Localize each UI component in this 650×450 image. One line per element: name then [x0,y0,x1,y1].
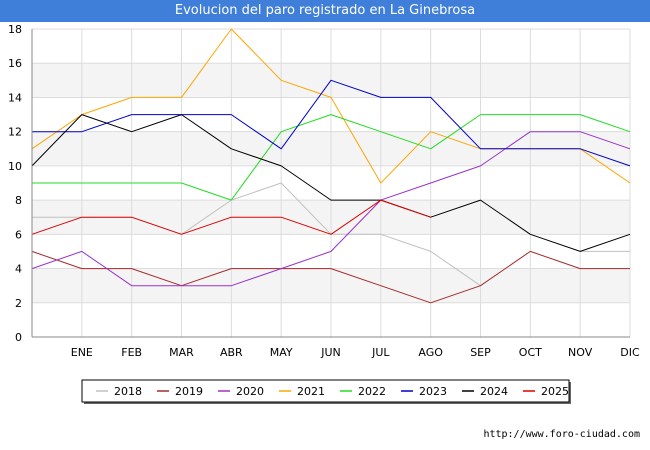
x-tick-label: JUL [371,346,390,359]
legend-label-2022: 2022 [358,385,386,398]
x-tick-label: ABR [220,346,243,359]
legend-label-2018: 2018 [114,385,142,398]
x-tick-label: JUN [320,346,341,359]
y-tick-label: 18 [8,23,22,36]
x-tick-label: ENE [71,346,93,359]
y-tick-label: 10 [8,160,22,173]
y-tick-label: 16 [8,57,22,70]
y-tick-label: 14 [8,91,22,104]
x-tick-label: MAR [169,346,194,359]
series-line-2025 [31,199,431,235]
legend-label-2025: 2025 [541,385,569,398]
legend-label-2021: 2021 [297,385,325,398]
series-line-2020 [31,131,631,287]
series-line-2022 [32,114,631,201]
y-tick-label: 2 [15,297,22,310]
x-tick-label: OCT [519,346,542,359]
x-tick-label: AGO [418,346,443,359]
x-tick-label: FEB [121,346,142,359]
series-line-2023 [32,79,631,167]
x-tick-label: SEP [470,346,491,359]
y-tick-label: 4 [15,263,22,276]
legend-label-2024: 2024 [480,385,508,398]
legend-label-2019: 2019 [175,385,203,398]
series-line-2024 [31,114,631,252]
y-tick-label: 8 [15,194,22,207]
source-link[interactable]: http://www.foro-ciudad.com [483,429,640,440]
x-tick-label: MAY [270,346,293,359]
x-tick-label: DIC [620,346,640,359]
x-tick-label: NOV [568,346,593,359]
y-tick-label: 6 [15,228,22,241]
legend-label-2023: 2023 [419,385,447,398]
y-tick-label: 0 [15,331,22,344]
legend-box [81,379,570,403]
series-line-2019 [31,250,630,304]
chart-title: Evolucion del paro registrado en La Gine… [0,0,650,22]
y-tick-label: 12 [8,126,22,139]
legend-label-2020: 2020 [236,385,264,398]
